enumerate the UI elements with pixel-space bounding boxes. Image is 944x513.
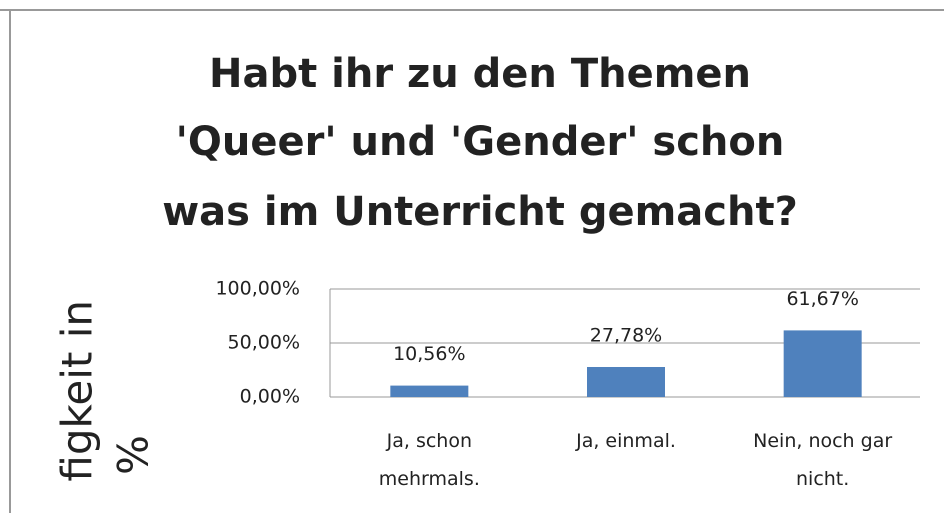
y-axis-label: figkeit in — [53, 300, 102, 482]
bar — [390, 385, 469, 397]
value-label: 10,56% — [393, 343, 465, 365]
x-tick-label: Nein, noch gar nicht. — [753, 430, 893, 490]
y-axis-label: % — [109, 435, 158, 475]
value-label: 61,67% — [786, 288, 858, 310]
bar — [783, 330, 862, 397]
y-tick-label: 100,00% — [215, 278, 300, 300]
x-tick-label: Ja, einmal. — [576, 430, 676, 452]
y-tick-label: 0,00% — [240, 386, 300, 408]
chart-title: 'Queer' und 'Gender' schon — [176, 119, 785, 165]
x-tick-label: Ja, schon mehrmals. — [378, 430, 480, 490]
y-tick-label: 50,00% — [228, 332, 300, 354]
value-label: 27,78% — [590, 324, 662, 346]
chart-title: Habt ihr zu den Themen — [209, 51, 751, 97]
chart-title: was im Unterricht gemacht? — [162, 189, 798, 235]
bar — [587, 366, 665, 397]
